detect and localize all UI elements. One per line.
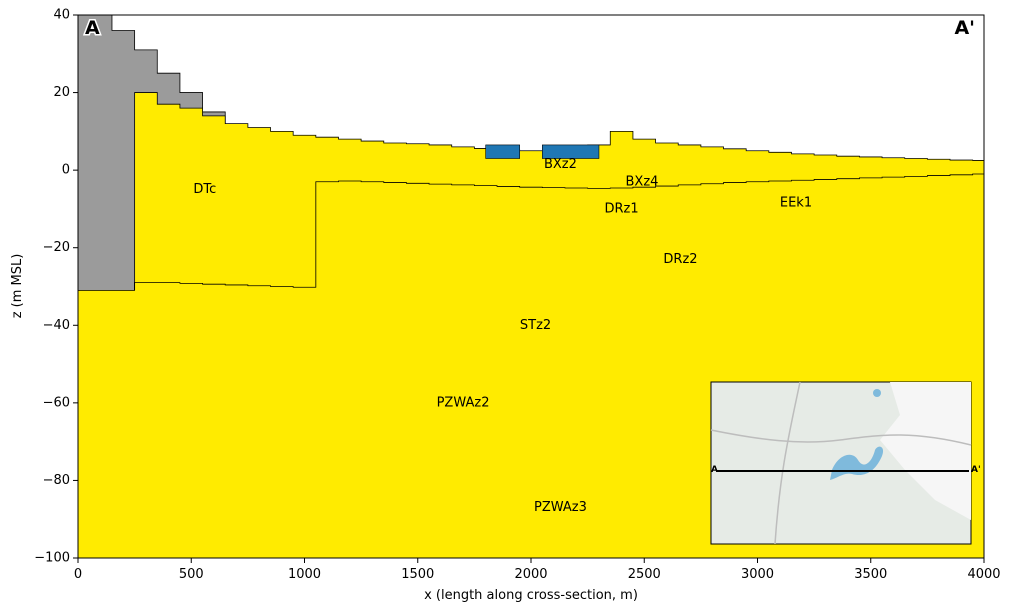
layer-label-drz2: DRz2: [663, 252, 697, 267]
layer-label-stz2: STz2: [520, 318, 551, 333]
y-tick-label: −60: [43, 395, 70, 410]
layer-label-bxz2: BXz2: [544, 157, 577, 172]
layer-label-dtc: DTc: [193, 182, 216, 197]
y-tick-label: 0: [62, 163, 70, 178]
inset-start-label: A: [711, 465, 718, 475]
layer-label-drz1: DRz1: [605, 201, 639, 216]
x-tick-label: 500: [179, 567, 204, 582]
water-body: [542, 144, 600, 159]
x-tick-label: 1000: [288, 567, 321, 582]
x-tick-label: 2000: [514, 567, 547, 582]
water-body: [485, 144, 520, 159]
x-tick-label: 3000: [741, 567, 774, 582]
x-axis-ticks: 0 500 1000 1500 2000 2500 3000 3500 4000: [74, 558, 1001, 582]
y-axis-label: z (m MSL): [10, 254, 25, 319]
y-tick-label: −20: [43, 240, 70, 255]
x-tick-label: 0: [74, 567, 82, 582]
layer-labels: DTc BXz2 BXz4 DRz1 EEk1 DRz2 STz2 PZWAz2 PZWAz3: [193, 157, 812, 515]
x-tick-label: 2500: [628, 567, 661, 582]
layer-label-pzwaz2: PZWAz2: [437, 395, 490, 410]
section-end-label: A': [954, 17, 975, 39]
y-axis-ticks: −100 −80 −60 −40 −20 0 20 40: [34, 8, 78, 566]
x-tick-label: 4000: [967, 567, 1000, 582]
layer-label-eek1: EEk1: [780, 196, 812, 211]
layer-label-pzwaz3: PZWAz3: [534, 500, 587, 515]
x-tick-label: 1500: [401, 567, 434, 582]
layer-boundary: [78, 173, 984, 291]
y-tick-label: 20: [53, 85, 70, 100]
water-bodies: [485, 144, 600, 159]
layer-label-bxz4: BXz4: [626, 174, 659, 189]
inset-pond: [873, 389, 881, 397]
y-tick-label: −100: [34, 551, 70, 566]
inset-map: A A': [710, 381, 981, 545]
x-tick-label: 3500: [854, 567, 887, 582]
section-start-label: A: [85, 17, 100, 39]
y-tick-label: 40: [53, 8, 70, 23]
inset-end-label: A': [971, 465, 981, 475]
y-tick-label: −40: [43, 318, 70, 333]
inset-road: [774, 381, 801, 545]
y-tick-label: −80: [43, 473, 70, 488]
inset-urban-area: [880, 382, 971, 520]
inset-road: [710, 429, 972, 446]
x-axis-label: x (length along cross-section, m): [424, 588, 638, 603]
